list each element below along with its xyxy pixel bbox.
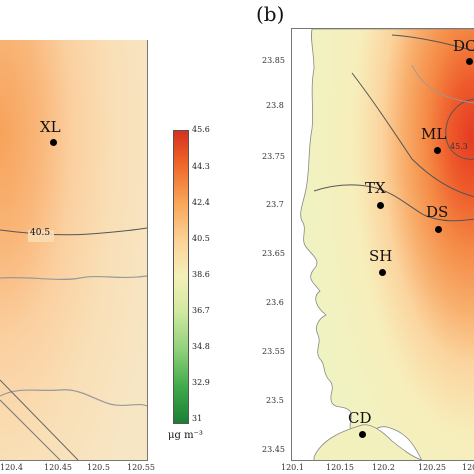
station-label-dc: DC xyxy=(453,37,474,55)
panel-a-field xyxy=(0,40,147,460)
contour-line-south xyxy=(313,184,474,222)
boundary-line-2 xyxy=(0,389,147,407)
station-dot-cd xyxy=(359,431,366,438)
panel-b-ytick-1: 23.85 xyxy=(262,56,285,65)
panel-b-label: (b) xyxy=(256,2,285,26)
panel-a-axis-bottom xyxy=(0,460,148,461)
station-label-sh: SH xyxy=(369,247,393,265)
contour-line-inner xyxy=(445,98,474,160)
colorbar-tick-7: 34.8 xyxy=(192,342,210,351)
panel-b-ytick-2: 23.8 xyxy=(266,101,284,110)
station-dot-ds xyxy=(435,226,442,233)
panel-b-ytick-7: 23.55 xyxy=(262,347,285,356)
land-area xyxy=(300,29,474,461)
contour-40-5-line xyxy=(0,227,147,236)
panel-b-xtick-1: 120.1 xyxy=(281,463,304,472)
panel-b-ytick-5: 23.65 xyxy=(262,249,285,258)
boundary-line xyxy=(411,64,474,104)
boundary-line-1 xyxy=(0,275,147,280)
panel-b-ytick-9: 23.45 xyxy=(262,445,285,454)
colorbar-tick-3: 42.4 xyxy=(192,198,210,207)
contour-label-40-5: 40.5 xyxy=(30,228,51,238)
colorbar-tick-1: 45.6 xyxy=(192,125,210,134)
panel-b-xtick-2: 120.15 xyxy=(326,463,354,472)
panel-b-map: DC ML TX DS SH CD 45.3 xyxy=(291,28,474,461)
panel-a-xtick-2: 120.45 xyxy=(44,463,72,472)
colorbar-unit: μg m⁻³ xyxy=(168,430,203,441)
island-cd xyxy=(313,424,425,461)
colorbar-tick-9: 31 xyxy=(192,414,203,423)
panel-b-field xyxy=(292,29,474,461)
colorbar xyxy=(173,130,189,424)
panel-b-ytick-4: 23.7 xyxy=(266,200,284,209)
panel-b-xtick-4: 120.25 xyxy=(418,463,446,472)
panel-a-xtick-1: 120.4 xyxy=(0,463,23,472)
panel-a-map: 40.5 XL xyxy=(0,40,147,460)
diagonal-line xyxy=(0,379,79,460)
station-dot-xl xyxy=(50,139,57,146)
colorbar-tick-5: 38.6 xyxy=(192,270,210,279)
station-dot-tx xyxy=(377,202,384,209)
diagonal-line-2 xyxy=(0,399,61,460)
panel-b-ytick-3: 23.75 xyxy=(262,152,285,161)
contour-line-outer xyxy=(391,34,474,52)
station-dot-ml xyxy=(434,147,441,154)
panel-b-ytick-6: 23.6 xyxy=(266,298,284,307)
colorbar-tick-8: 32.9 xyxy=(192,378,210,387)
station-label-xl: XL xyxy=(40,118,61,136)
contour-line-mid xyxy=(351,72,474,198)
station-dot-sh xyxy=(379,269,386,276)
station-label-ml: ML xyxy=(421,125,447,143)
colorbar-tick-2: 44.3 xyxy=(192,162,210,171)
station-label-cd: CD xyxy=(348,409,372,427)
colorbar-tick-6: 36.7 xyxy=(192,306,210,315)
panel-b-ytick-8: 23.5 xyxy=(266,396,284,405)
colorbar-tick-4: 40.5 xyxy=(192,234,210,243)
station-dot-dc xyxy=(466,58,473,65)
panel-b-xtick-5: 120.3 xyxy=(462,463,474,472)
station-label-ds: DS xyxy=(426,203,449,221)
panel-a-xtick-4: 120.55 xyxy=(127,463,155,472)
station-label-tx: TX xyxy=(365,179,386,197)
panel-a-xtick-3: 120.5 xyxy=(87,463,110,472)
panel-a-axis-right xyxy=(147,40,148,460)
panel-b-axis-bottom xyxy=(291,460,474,461)
panel-b-xtick-3: 120.2 xyxy=(372,463,395,472)
contour-label-45-3: 45.3 xyxy=(450,142,468,151)
